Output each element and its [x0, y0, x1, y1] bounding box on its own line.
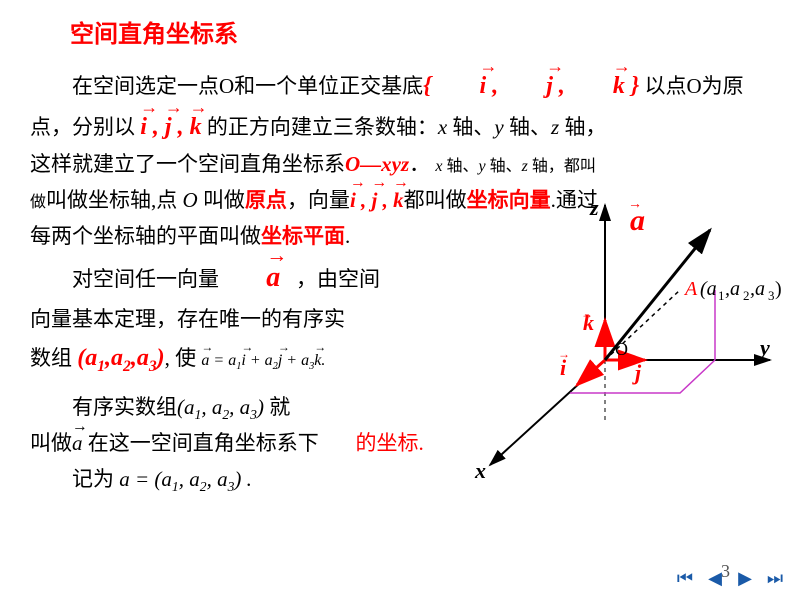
nav-controls: ⏮ ◀ ▶ ⏭ [675, 568, 785, 588]
svg-text:2: 2 [743, 288, 750, 303]
svg-text:→: → [558, 347, 570, 361]
svg-text:,a: ,a [725, 278, 740, 300]
svg-text:O: O [615, 339, 628, 359]
svg-text:1: 1 [718, 288, 725, 303]
svg-text:,a: ,a [750, 278, 765, 300]
coordinate-diagram: z y x O k → j → i → a → A (a 1 ,a 2 ,a 3… [455, 190, 795, 480]
svg-text:(a: (a [700, 278, 717, 300]
nav-prev-icon[interactable]: ◀ [705, 568, 725, 588]
svg-text:→: → [633, 351, 645, 365]
svg-text:→: → [628, 197, 642, 212]
svg-text:→: → [581, 307, 593, 321]
nav-last-icon[interactable]: ⏭ [765, 568, 785, 588]
svg-text:3: 3 [768, 288, 775, 303]
nav-next-icon[interactable]: ▶ [735, 568, 755, 588]
svg-text:): ) [775, 278, 782, 300]
svg-text:A: A [683, 278, 698, 300]
nav-first-icon[interactable]: ⏮ [675, 568, 695, 588]
svg-text:x: x [474, 458, 486, 480]
svg-text:z: z [589, 195, 599, 220]
svg-text:y: y [757, 335, 770, 360]
page-title: 空间直角坐标系 [70, 15, 770, 56]
paragraph-2: 对空间任一向量 a ，由空间 向量基本定理，存在唯一的有序实 数组 (a1,a2… [30, 254, 470, 380]
